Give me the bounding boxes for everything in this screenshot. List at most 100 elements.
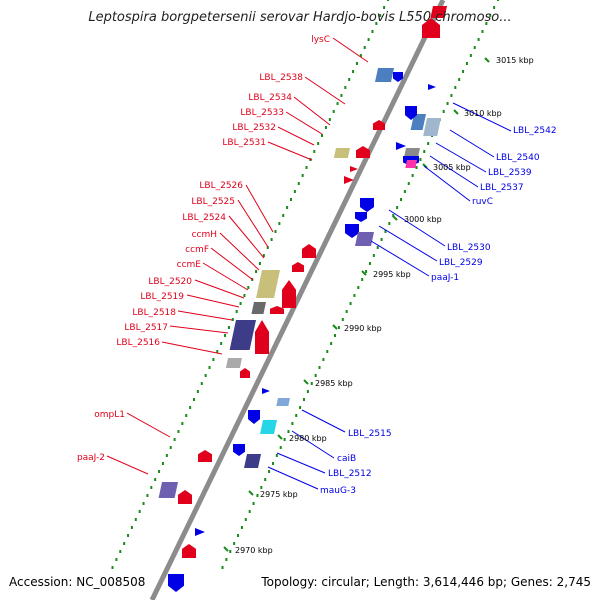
tick-dot xyxy=(271,462,274,465)
leader-line xyxy=(429,155,479,188)
gene-feature xyxy=(422,18,440,38)
gene-feature xyxy=(251,302,266,314)
gene-label-lbl-2515: LBL_2515 xyxy=(348,429,392,439)
leader-line xyxy=(169,325,229,334)
major-tick xyxy=(223,546,229,552)
gene-feature xyxy=(345,224,359,238)
gene-label-lbl-2533: LBL_2533 xyxy=(240,108,284,118)
gene-label-lbl-2520: LBL_2520 xyxy=(148,277,192,287)
scale-label-3010: 3010 kbp xyxy=(464,109,502,118)
gene-feature xyxy=(393,72,403,82)
gene-feature xyxy=(423,118,441,136)
gene-label-ccmh: ccmH xyxy=(192,230,217,240)
major-tick xyxy=(332,324,338,330)
topology-text: Topology: circular; Length: 3,614,446 bp… xyxy=(260,575,591,589)
tick-dot xyxy=(310,382,313,385)
tick-dot xyxy=(345,310,348,313)
tick-dot xyxy=(481,30,484,33)
tick-marks xyxy=(111,0,499,569)
tick-dot xyxy=(357,286,360,289)
tick-dot xyxy=(239,302,242,305)
gene-feature xyxy=(344,176,354,184)
tick-dot xyxy=(297,182,300,185)
tick-dot xyxy=(231,318,234,321)
tick-dot xyxy=(247,286,250,289)
scale-label-3005: 3005 kbp xyxy=(433,163,471,172)
leader-line xyxy=(332,37,369,63)
tick-dot xyxy=(138,510,141,513)
tick-dot xyxy=(237,534,240,537)
leader-line xyxy=(177,310,233,321)
tick-dot xyxy=(216,350,219,353)
gene-label-lbl-2540: LBL_2540 xyxy=(496,153,540,163)
tick-dot xyxy=(314,374,317,377)
tick-dot xyxy=(189,406,192,409)
tick-dot xyxy=(248,510,251,513)
leader-line xyxy=(267,141,313,161)
gene-label-lbl-2530: LBL_2530 xyxy=(447,243,491,253)
leader-line xyxy=(277,126,315,146)
tick-dot xyxy=(326,350,329,353)
tick-dot xyxy=(419,158,422,161)
tick-dot xyxy=(383,6,386,9)
tick-dot xyxy=(274,230,277,233)
major-tick xyxy=(484,57,490,63)
tick-dot xyxy=(227,326,230,329)
tick-dot xyxy=(396,206,399,209)
tick-dot xyxy=(344,86,347,89)
tick-dot xyxy=(252,502,255,505)
tick-dot xyxy=(380,238,383,241)
gene-feature xyxy=(333,148,350,158)
gene-feature xyxy=(248,410,260,424)
gene-label-lysc: lysC xyxy=(311,35,330,45)
tick-dot xyxy=(384,230,387,233)
leader-line xyxy=(245,184,274,233)
gene-label-lbl-2512: LBL_2512 xyxy=(328,469,372,479)
gene-label-ompl1: ompL1 xyxy=(94,410,125,420)
tick-dot xyxy=(367,38,370,41)
gene-label-lbl-2539: LBL_2539 xyxy=(488,168,532,178)
tick-dot xyxy=(313,150,316,153)
tick-dot xyxy=(318,366,321,369)
leader-line xyxy=(388,209,446,247)
leader-line xyxy=(304,76,346,105)
tick-dot xyxy=(355,62,358,65)
tick-dot xyxy=(324,126,327,129)
tick-dot xyxy=(295,414,298,417)
tick-dot xyxy=(462,70,465,73)
gene-feature xyxy=(373,120,385,130)
tick-dot xyxy=(173,438,176,441)
tick-dot xyxy=(371,30,374,33)
gene-label-caib: caiB xyxy=(337,454,356,464)
tick-dot xyxy=(283,438,286,441)
gene-feature xyxy=(256,270,280,298)
gene-label-lbl-2529: LBL_2529 xyxy=(439,258,483,268)
tick-dot xyxy=(337,326,340,329)
leader-line xyxy=(202,262,249,291)
tick-dot xyxy=(407,182,410,185)
gene-label-lbl-2537: LBL_2537 xyxy=(480,183,524,193)
tick-dot xyxy=(372,254,375,257)
tick-dot xyxy=(224,334,227,337)
gene-feature xyxy=(229,320,256,350)
tick-dot xyxy=(123,542,126,545)
gene-feature xyxy=(405,106,417,120)
tick-dot xyxy=(415,166,418,169)
gene-feature xyxy=(195,528,205,536)
tick-dot xyxy=(204,374,207,377)
tick-dot xyxy=(169,446,172,449)
tick-dot xyxy=(220,342,223,345)
leader-line xyxy=(423,165,471,202)
tick-dot xyxy=(334,334,337,337)
tick-dot xyxy=(158,470,161,473)
tick-dot xyxy=(361,278,364,281)
scale-label-2970: 2970 kbp xyxy=(235,546,273,555)
gene-feature xyxy=(262,388,270,394)
tick-dot xyxy=(349,302,352,305)
tick-dot xyxy=(146,494,149,497)
tick-dot xyxy=(258,262,261,265)
leader-line xyxy=(219,232,260,271)
tick-dot xyxy=(387,0,389,1)
gene-feature xyxy=(244,454,261,468)
gene-feature xyxy=(302,244,316,258)
